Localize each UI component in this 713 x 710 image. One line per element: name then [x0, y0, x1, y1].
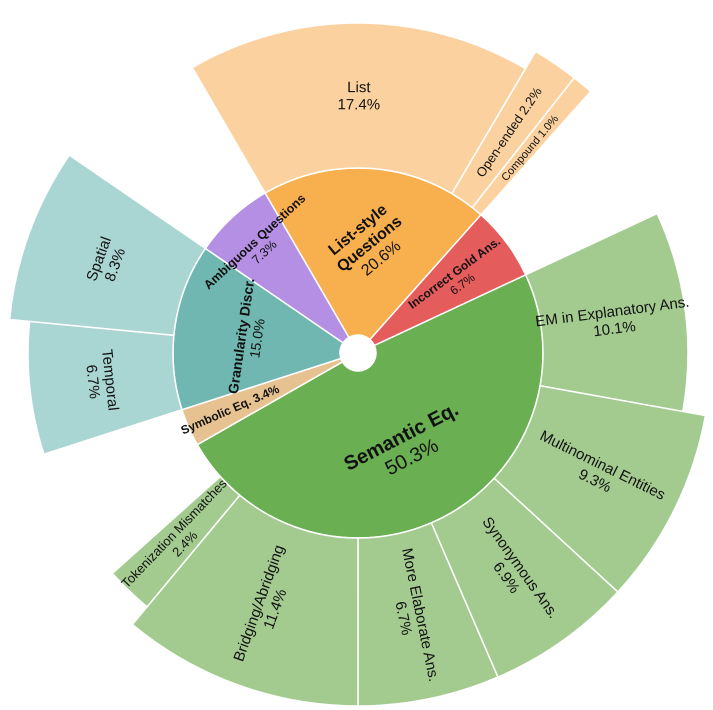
outer-segment-spatial — [8, 154, 207, 337]
outer-ring — [8, 22, 707, 707]
outer-segment-list — [191, 22, 527, 195]
segment-label-temporal: Temporal6.7% — [81, 348, 122, 413]
outer-segment-bridging-abridging — [131, 494, 359, 707]
outer-segment-compound-1-0 — [471, 76, 592, 216]
center-hole — [340, 335, 376, 371]
outer-segment-tokenization-mismatches — [111, 475, 241, 608]
segment-label-list: List 17.4% — [337, 79, 380, 113]
